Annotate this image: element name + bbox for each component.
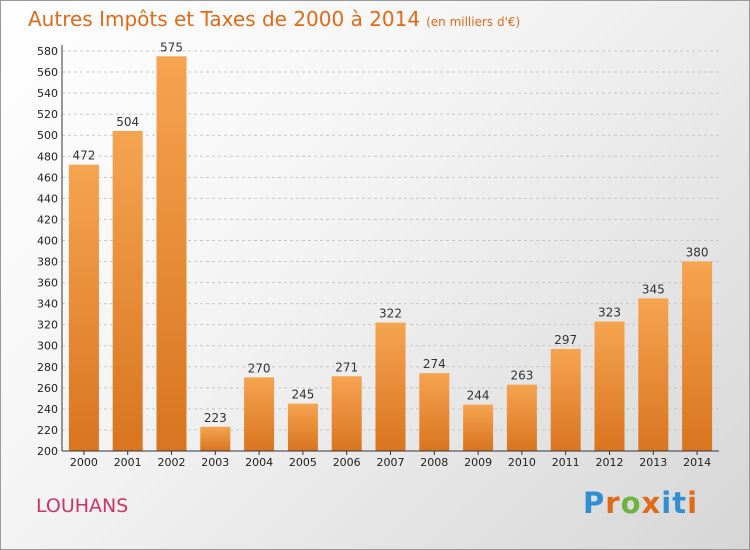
y-tick-label: 560 bbox=[37, 66, 58, 79]
bar-2011 bbox=[550, 348, 581, 451]
y-tick-label: 240 bbox=[37, 403, 58, 416]
data-label-2010: 263 bbox=[510, 369, 533, 383]
x-tick-label-2011: 2011 bbox=[552, 456, 580, 469]
x-tick-label-2012: 2012 bbox=[596, 456, 624, 469]
bar-2009 bbox=[463, 404, 494, 451]
bar-2012 bbox=[594, 321, 625, 451]
bar-2000 bbox=[68, 164, 99, 451]
y-tick-label: 500 bbox=[37, 129, 58, 142]
data-label-2000: 472 bbox=[72, 149, 95, 163]
bar-2008 bbox=[419, 373, 450, 451]
logo-letter: P bbox=[583, 486, 606, 520]
y-tick-label: 400 bbox=[37, 234, 58, 247]
location-label: LOUHANS bbox=[36, 495, 129, 517]
chart-title-text: Autres Impôts et Taxes de 2000 à 2014 bbox=[28, 7, 421, 31]
x-tick-label-2010: 2010 bbox=[508, 456, 536, 469]
y-tick-label: 320 bbox=[37, 319, 58, 332]
y-tick-label: 200 bbox=[37, 445, 58, 458]
y-tick-label: 340 bbox=[37, 298, 58, 311]
logo-letter: x bbox=[641, 486, 662, 520]
data-label-2002: 575 bbox=[160, 40, 183, 54]
y-tick-label: 580 bbox=[37, 45, 58, 58]
proxiti-logo: Proxiti bbox=[583, 486, 698, 520]
logo-letter: i bbox=[661, 486, 673, 520]
x-tick-label-2004: 2004 bbox=[245, 456, 273, 469]
chart-subtitle: (en milliers d'€) bbox=[426, 15, 521, 29]
y-tick-label: 440 bbox=[37, 192, 58, 205]
y-tick-label: 220 bbox=[37, 424, 58, 437]
y-tick-label: 520 bbox=[37, 108, 58, 121]
x-tick-label-2007: 2007 bbox=[377, 456, 405, 469]
data-label-2005: 245 bbox=[291, 388, 314, 402]
y-tick-label: 380 bbox=[37, 256, 58, 269]
data-label-2009: 244 bbox=[467, 389, 490, 403]
logo-letter: o bbox=[620, 486, 642, 520]
logo-letter: r bbox=[605, 486, 621, 520]
bar-2005 bbox=[287, 403, 318, 451]
data-label-2007: 322 bbox=[379, 307, 402, 321]
y-axis-ticks: 200 220 240 260 280 300 320 340 360 380 400 420 440 4… bbox=[37, 45, 58, 458]
y-tick-label: 300 bbox=[37, 340, 58, 353]
bar-2013 bbox=[638, 298, 669, 451]
x-tick-label-2001: 2001 bbox=[114, 456, 142, 469]
x-axis-ticks: 2000 2001 2002 2003 2004 2005 2006 2007 2008 2009… bbox=[70, 451, 711, 469]
y-tick-label: 480 bbox=[37, 150, 58, 163]
data-labels: 472 504 575 223 270 245 271 322 274 244 263 297 323 3… bbox=[72, 40, 708, 425]
x-tick-label-2005: 2005 bbox=[289, 456, 317, 469]
bar-2007 bbox=[375, 322, 406, 451]
x-tick-label-2002: 2002 bbox=[158, 456, 186, 469]
x-tick-label-2008: 2008 bbox=[420, 456, 448, 469]
bar-2004 bbox=[244, 377, 275, 451]
data-label-2012: 323 bbox=[598, 306, 621, 320]
bar-2002 bbox=[156, 56, 187, 452]
x-tick-label-2013: 2013 bbox=[639, 456, 667, 469]
data-label-2006: 271 bbox=[335, 360, 358, 374]
data-label-2008: 274 bbox=[423, 357, 446, 371]
y-tick-label: 460 bbox=[37, 171, 58, 184]
bar-2014 bbox=[682, 261, 713, 451]
y-tick-label: 280 bbox=[37, 361, 58, 374]
data-label-2003: 223 bbox=[204, 411, 227, 425]
x-tick-label-2006: 2006 bbox=[333, 456, 361, 469]
data-label-2013: 345 bbox=[642, 282, 665, 296]
data-label-2011: 297 bbox=[554, 333, 577, 347]
x-tick-label-2009: 2009 bbox=[464, 456, 492, 469]
bar-2001 bbox=[112, 131, 143, 451]
y-tick-label: 360 bbox=[37, 277, 58, 290]
bars bbox=[68, 56, 713, 452]
logo-letter: i bbox=[687, 486, 699, 520]
data-label-2001: 504 bbox=[116, 115, 139, 129]
bar-2003 bbox=[200, 426, 231, 451]
data-label-2014: 380 bbox=[686, 246, 709, 260]
x-tick-label-2000: 2000 bbox=[70, 456, 98, 469]
y-tick-label: 260 bbox=[37, 382, 58, 395]
bar-2010 bbox=[506, 384, 537, 451]
chart-title: Autres Impôts et Taxes de 2000 à 2014 (en… bbox=[28, 7, 520, 31]
x-tick-label-2014: 2014 bbox=[683, 456, 711, 469]
y-tick-label: 420 bbox=[37, 213, 58, 226]
bar-2006 bbox=[331, 376, 362, 451]
x-tick-label-2003: 2003 bbox=[201, 456, 229, 469]
logo-letter: t bbox=[672, 486, 688, 520]
y-tick-label: 540 bbox=[37, 87, 58, 100]
data-label-2004: 270 bbox=[248, 361, 271, 375]
